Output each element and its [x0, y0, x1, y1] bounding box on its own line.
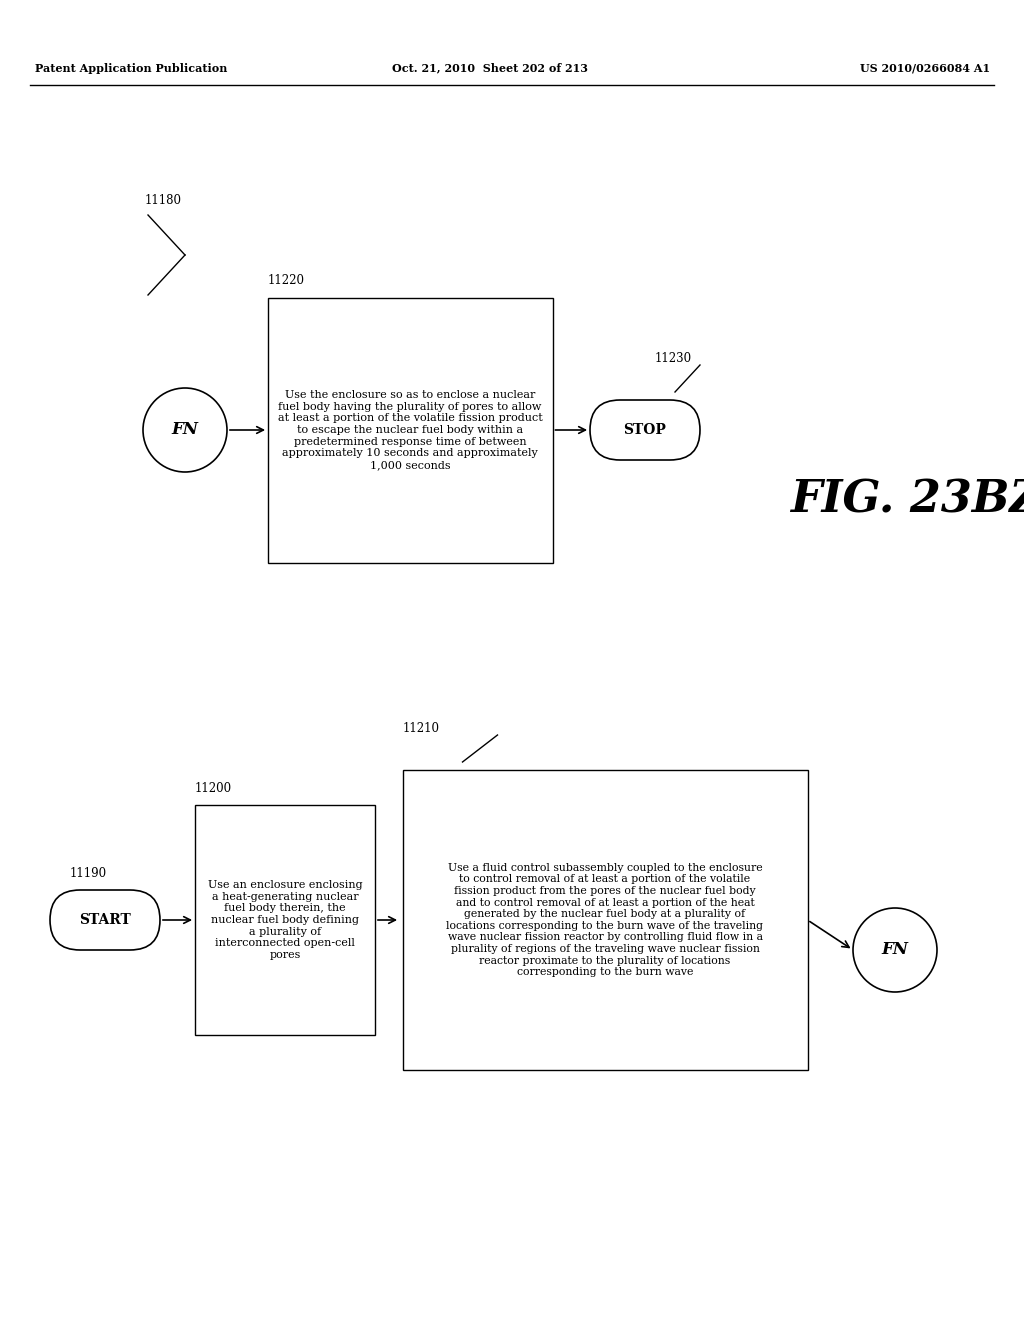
Text: US 2010/0266084 A1: US 2010/0266084 A1 [860, 62, 990, 74]
Text: 11230: 11230 [655, 352, 692, 366]
Text: Oct. 21, 2010  Sheet 202 of 213: Oct. 21, 2010 Sheet 202 of 213 [392, 62, 588, 74]
Bar [195, 805, 375, 1035]
FancyBboxPatch shape [590, 400, 700, 459]
Text: FIG. 23BZ: FIG. 23BZ [790, 479, 1024, 521]
Text: FN: FN [882, 941, 908, 958]
Text: 11190: 11190 [70, 867, 108, 880]
Text: FN: FN [171, 421, 199, 438]
Bar [402, 770, 808, 1071]
Text: Patent Application Publication: Patent Application Publication [35, 62, 227, 74]
Text: Use an enclosure enclosing
a heat-generating nuclear
fuel body therein, the
nucl: Use an enclosure enclosing a heat-genera… [208, 880, 362, 960]
FancyBboxPatch shape [50, 890, 160, 950]
Bar [267, 297, 553, 562]
Circle shape [143, 388, 227, 473]
Text: Use the enclosure so as to enclose a nuclear
fuel body having the plurality of p: Use the enclosure so as to enclose a nuc… [278, 391, 543, 470]
Text: STOP: STOP [624, 422, 667, 437]
Text: START: START [79, 913, 131, 927]
Text: 11200: 11200 [195, 781, 232, 795]
Text: 11180: 11180 [145, 194, 182, 206]
Text: 11210: 11210 [402, 722, 439, 735]
Text: 11220: 11220 [267, 275, 304, 288]
Circle shape [853, 908, 937, 993]
Text: Use a fluid control subassembly coupled to the enclosure
to control removal of a: Use a fluid control subassembly coupled … [446, 863, 764, 977]
